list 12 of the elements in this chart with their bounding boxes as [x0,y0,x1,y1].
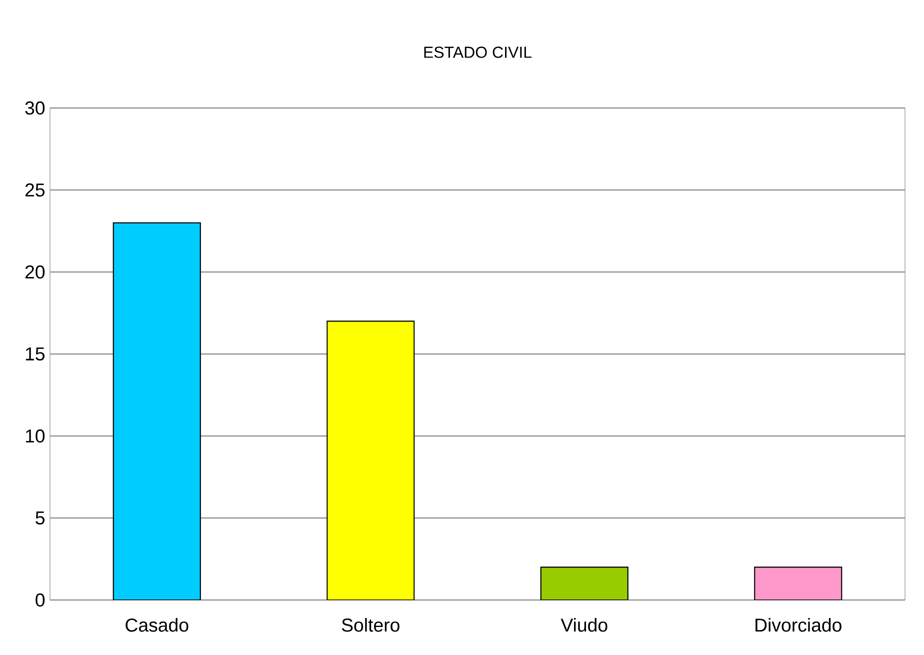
y-tick-label: 25 [25,183,45,197]
x-tick-label: Casado [126,618,188,632]
y-tick-label: 20 [25,265,45,279]
y-tick-label: 5 [36,511,45,525]
x-tick-label: Soltero [342,618,400,632]
y-tick-label: 0 [36,593,45,607]
y-tick-label: 30 [25,101,45,115]
x-tick-label: Viudo [560,618,608,632]
chart-title: ESTADO CIVIL [424,46,532,58]
y-tick-label: 15 [26,347,45,361]
y-tick-label: 10 [26,429,45,443]
x-tick-label: Divorciado [756,618,842,632]
